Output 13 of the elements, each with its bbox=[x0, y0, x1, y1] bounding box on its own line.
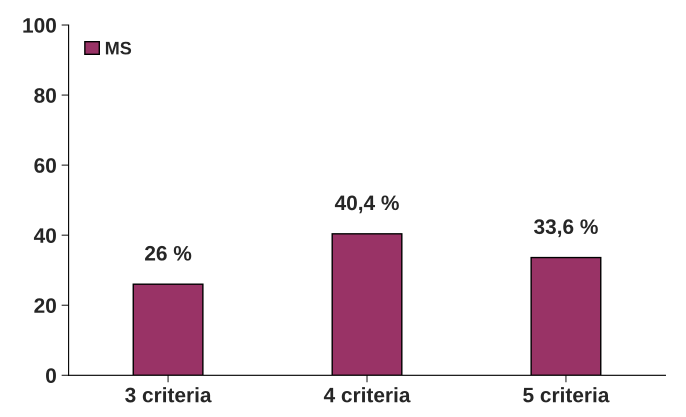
legend-label: MS bbox=[106, 42, 132, 55]
data-label: 26 % bbox=[145, 246, 192, 261]
y-tick-label: 20 bbox=[34, 298, 56, 313]
data-label: 40,4 % bbox=[334, 195, 399, 214]
y-tick-label: 80 bbox=[34, 88, 56, 103]
y-tick-label: 40 bbox=[34, 228, 56, 243]
x-tick-label: 5 criteria bbox=[523, 387, 610, 402]
y-tick-label: 0 bbox=[46, 368, 56, 384]
y-tick-label: 100 bbox=[23, 18, 56, 33]
x-tick-label: 3 criteria bbox=[125, 387, 212, 402]
x-tick-label: 4 criteria bbox=[324, 387, 411, 402]
data-label: 33,6 % bbox=[534, 219, 598, 238]
y-tick-label: 60 bbox=[34, 158, 56, 173]
